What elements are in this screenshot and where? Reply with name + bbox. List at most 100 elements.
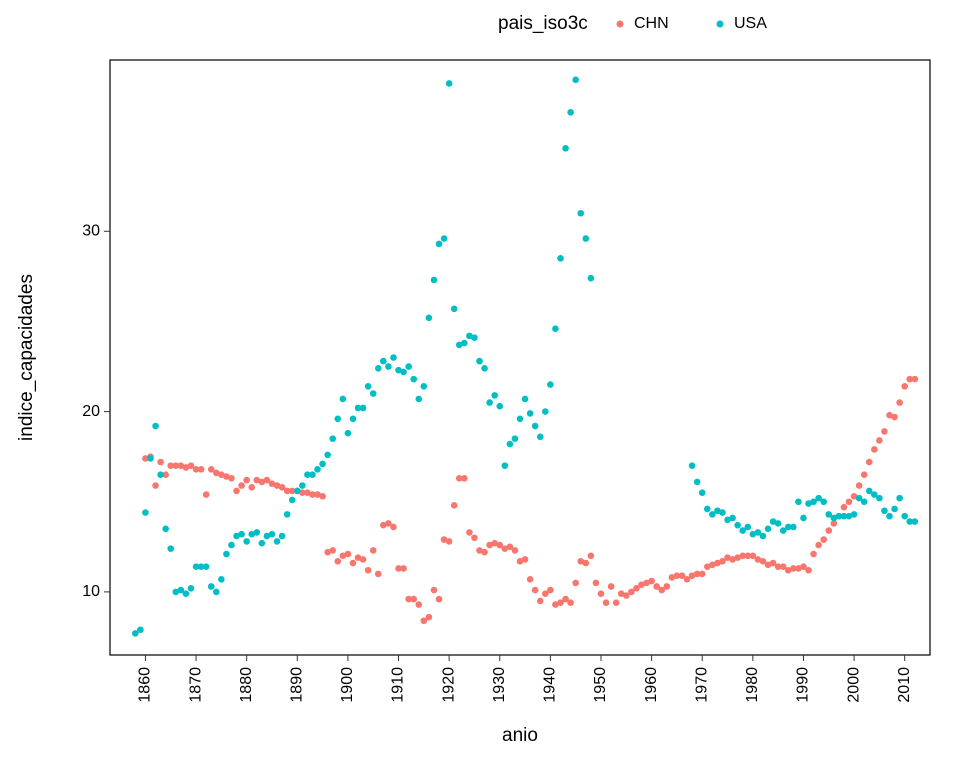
data-point — [912, 518, 919, 525]
data-point — [253, 529, 260, 536]
x-tick-label: 1860 — [137, 667, 154, 703]
data-point — [375, 571, 382, 578]
data-point — [486, 399, 493, 406]
data-point — [765, 525, 772, 532]
data-point — [431, 277, 438, 284]
data-point — [208, 583, 215, 590]
data-point — [360, 405, 367, 412]
data-point — [198, 466, 205, 473]
data-point — [805, 567, 812, 574]
data-point — [481, 365, 488, 372]
data-point — [436, 596, 443, 603]
x-tick-label: 1890 — [289, 667, 306, 703]
data-point — [157, 471, 164, 478]
data-point — [243, 477, 250, 484]
data-point — [324, 452, 331, 459]
data-point — [152, 482, 159, 489]
data-point — [577, 210, 584, 217]
data-point — [142, 509, 149, 516]
data-point — [572, 580, 579, 587]
data-point — [496, 403, 503, 410]
data-point — [451, 306, 458, 313]
data-point — [203, 491, 210, 498]
data-point — [517, 416, 524, 423]
data-point — [380, 358, 387, 365]
data-point — [400, 565, 407, 572]
data-point — [410, 596, 417, 603]
data-point — [319, 461, 326, 468]
data-point — [810, 551, 817, 558]
data-point — [886, 513, 893, 520]
data-point — [410, 376, 417, 383]
data-point — [537, 434, 544, 441]
data-point — [218, 576, 225, 583]
data-point — [466, 529, 473, 536]
x-tick-label: 1950 — [592, 667, 609, 703]
data-point — [314, 466, 321, 473]
data-point — [881, 507, 888, 514]
data-point — [162, 525, 169, 532]
data-point — [795, 498, 802, 505]
data-point — [866, 459, 873, 466]
data-point — [502, 462, 509, 469]
data-point — [279, 533, 286, 540]
data-point — [881, 428, 888, 435]
data-point — [370, 390, 377, 397]
data-point — [431, 587, 438, 594]
data-point — [507, 441, 514, 448]
data-point — [841, 504, 848, 511]
data-point — [532, 423, 539, 430]
data-point — [583, 560, 590, 567]
scatter-chart: 1020301860187018801890190019101920193019… — [0, 0, 960, 768]
data-point — [663, 583, 670, 590]
data-point — [542, 408, 549, 415]
data-point — [901, 513, 908, 520]
data-point — [329, 547, 336, 554]
data-point — [547, 587, 554, 594]
data-point — [598, 590, 605, 597]
legend-swatch — [717, 21, 724, 28]
data-point — [167, 545, 174, 552]
data-point — [876, 495, 883, 502]
data-point — [385, 363, 392, 370]
data-point — [729, 515, 736, 522]
data-point — [512, 435, 519, 442]
data-point — [471, 535, 478, 542]
data-point — [446, 538, 453, 545]
data-point — [825, 527, 832, 534]
x-tick-label: 1970 — [693, 667, 710, 703]
data-point — [800, 515, 807, 522]
data-point — [901, 383, 908, 390]
data-point — [259, 540, 266, 547]
data-point — [334, 416, 341, 423]
data-point — [547, 381, 554, 388]
y-tick-label: 20 — [82, 403, 100, 420]
data-point — [567, 109, 574, 116]
data-point — [891, 506, 898, 513]
data-point — [238, 531, 245, 538]
data-point — [613, 599, 620, 606]
data-point — [648, 578, 655, 585]
data-point — [233, 488, 240, 495]
data-point — [228, 542, 235, 549]
data-point — [861, 471, 868, 478]
data-point — [891, 414, 898, 421]
data-point — [461, 475, 468, 482]
data-point — [152, 423, 159, 430]
x-tick-label: 1930 — [491, 667, 508, 703]
data-point — [390, 354, 397, 361]
data-point — [415, 601, 422, 608]
data-point — [441, 235, 448, 242]
data-point — [137, 626, 144, 633]
data-point — [188, 585, 195, 592]
x-tick-label: 1870 — [187, 667, 204, 703]
plot-panel — [110, 60, 930, 655]
data-point — [183, 590, 190, 597]
data-point — [213, 589, 220, 596]
data-point — [699, 489, 706, 496]
data-point — [537, 598, 544, 605]
data-point — [861, 498, 868, 505]
data-point — [426, 315, 433, 322]
data-point — [896, 495, 903, 502]
y-tick-label: 30 — [82, 223, 100, 240]
